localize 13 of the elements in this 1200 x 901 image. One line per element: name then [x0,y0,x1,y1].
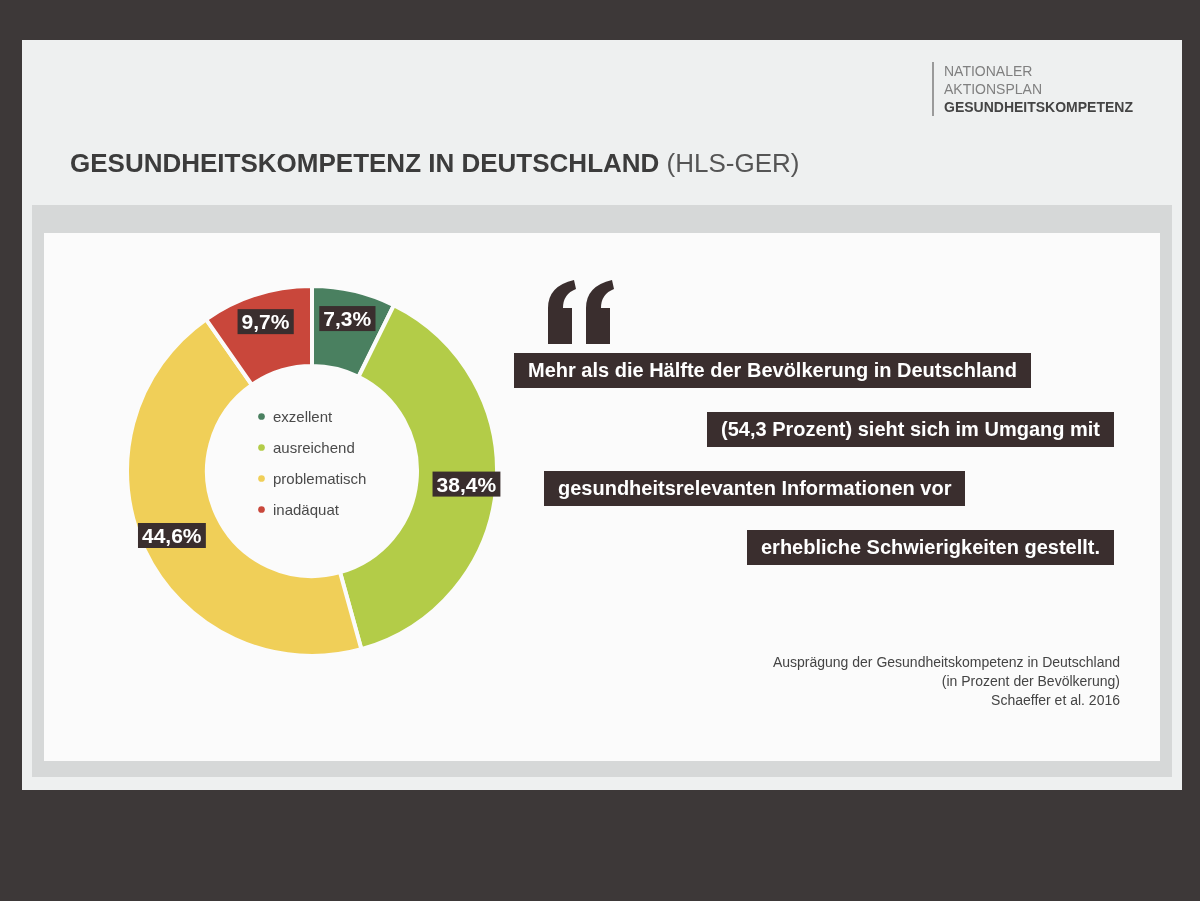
text: Mehr als die Hälfte der Bevölkerung in Deutschland [514,353,1032,388]
legend-label: inadäquat [273,500,340,518]
text: erhebliche Schwierigkeiten gestellt. [746,530,1114,565]
legend-label: exzellent [273,407,334,425]
text: gesundheitsrelevanten Informationen vor [544,471,966,506]
legend-label: problematisch [273,469,367,487]
text: (in Prozent der Bevölkerung) [940,672,1120,691]
legend-label: ausreichend [273,438,355,456]
text: Schaeffer et al. 2016 [990,691,1120,710]
text: NATIONALER AKTIONSPLAN GESUNDHEITSKOMPETENZ [944,62,1134,116]
text: Ausprägung der Gesundheitskompetenz in Deutschland [772,653,1120,672]
text: (54,3 Prozent) sieht sich im Umgang mit [707,412,1114,447]
chart-title: GESUNDHEITSKOMPETENZ IN DEUTSCHLAND (HLS-GER) [70,148,800,178]
